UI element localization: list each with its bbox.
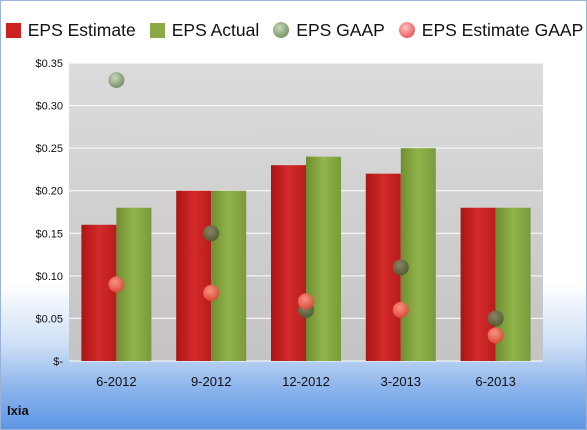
point-eps-gaap xyxy=(392,259,409,276)
legend: EPS Estimate EPS Actual EPS GAAP EPS Est… xyxy=(1,17,586,43)
legend-swatch-eps-estimate-gaap xyxy=(398,22,415,38)
y-tick-label: $0.20 xyxy=(35,186,63,198)
y-tick-label: $0.05 xyxy=(35,313,63,325)
x-tick-label: 9-2012 xyxy=(191,374,231,389)
y-tick-label: $- xyxy=(53,356,63,368)
company-label: Ixia xyxy=(7,403,29,418)
y-tick-label: $0.10 xyxy=(35,271,63,283)
legend-label-eps-estimate-gaap: EPS Estimate GAAP xyxy=(421,19,584,40)
bar-eps-actual xyxy=(306,156,341,361)
x-tick-label: 12-2012 xyxy=(282,374,330,389)
y-tick-label: $0.25 xyxy=(35,143,63,155)
bar-eps-estimate xyxy=(271,165,306,361)
legend-item-eps-actual: EPS Actual xyxy=(149,19,260,41)
point-eps-estimate-gaap xyxy=(203,284,220,301)
legend-item-eps-estimate: EPS Estimate xyxy=(5,19,136,41)
legend-swatch-eps-gaap xyxy=(273,22,290,38)
bar-eps-estimate xyxy=(176,190,212,361)
y-tick-label: $0.35 xyxy=(35,58,63,70)
x-tick-label: 6-2013 xyxy=(475,374,515,389)
legend-label-eps-estimate: EPS Estimate xyxy=(27,19,136,40)
legend-label-eps-gaap: EPS GAAP xyxy=(296,19,385,40)
x-tick-label: 6-2012 xyxy=(96,374,136,389)
y-tick-label: $0.30 xyxy=(35,101,63,113)
point-eps-estimate-gaap xyxy=(392,301,409,318)
legend-swatch-eps-actual xyxy=(149,22,165,38)
point-eps-estimate-gaap xyxy=(487,327,504,344)
point-eps-estimate-gaap xyxy=(298,293,314,310)
legend-item-eps-gaap: EPS GAAP xyxy=(273,20,385,41)
legend-swatch-eps-estimate xyxy=(5,22,21,38)
point-eps-gaap xyxy=(203,225,220,242)
legend-item-eps-estimate-gaap: EPS Estimate GAAP xyxy=(398,19,584,41)
legend-label-eps-actual: EPS Actual xyxy=(171,19,260,40)
y-tick-label: $0.15 xyxy=(35,228,63,240)
point-eps-gaap xyxy=(108,72,125,89)
bar-eps-estimate xyxy=(81,224,117,361)
point-eps-gaap xyxy=(487,310,504,327)
x-tick-label: 3-2013 xyxy=(381,374,421,389)
point-eps-estimate-gaap xyxy=(108,276,125,293)
bar-eps-actual xyxy=(211,190,247,361)
bar-eps-actual xyxy=(400,148,436,361)
